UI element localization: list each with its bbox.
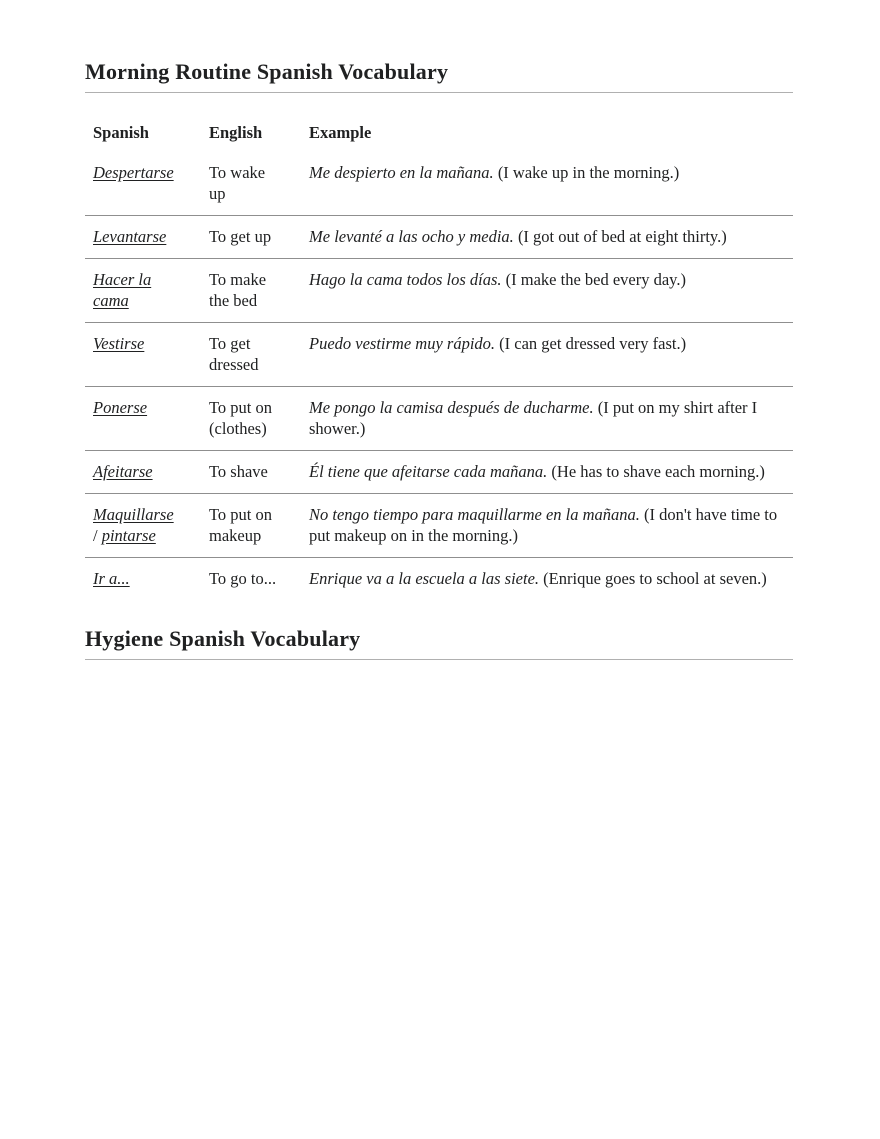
spanish-cell: Levantarse [85,215,201,259]
example-english-translation: (He has to shave each morning.) [547,462,765,481]
spanish-term-alt-group: / pintarse [93,526,156,545]
example-spanish-sentence: No tengo tiempo para maquillarme en la m… [309,505,640,524]
column-header-english: English [209,123,263,142]
example-english-translation: (Enrique goes to school at seven.) [539,569,767,588]
spanish-term-link[interactable]: Vestirse [93,334,145,353]
english-cell: To go to... [201,557,301,600]
example-cell: Él tiene que afeitarse cada mañana. (He … [301,450,793,494]
table-header-row: Spanish English Example [85,122,793,152]
example-english-translation: (I got out of bed at eight thirty.) [513,227,727,246]
spanish-term-link[interactable]: Ponerse [93,398,148,417]
spanish-term-link[interactable]: Hacer la cama [93,270,152,310]
example-cell: Puedo vestirme muy rápido. (I can get dr… [301,322,793,387]
spanish-term-link[interactable]: Afeitarse [93,462,153,481]
spanish-term-link[interactable]: Ir a... [93,569,130,588]
vocab-row: Vestirse To get dressed Puedo vestirme muy… [85,322,793,387]
example-spanish-sentence: Él tiene que afeitarse cada mañana. [309,462,548,481]
section-title-hygiene: Hygiene Spanish Vocabulary [85,625,793,660]
example-spanish-sentence: Puedo vestirme muy rápido. [309,334,496,353]
vocab-table: Spanish English Example Despertarse To wa… [85,122,793,600]
spanish-cell: Hacer la cama [85,258,201,323]
example-spanish-sentence: Me pongo la camisa después de ducharme. [309,398,594,417]
example-spanish-sentence: Enrique va a la escuela a las siete. [309,569,540,588]
spanish-cell: Ponerse [85,386,201,451]
vocab-row: Ir a... To go to... Enrique va a la escuel… [85,557,793,600]
example-english-translation: (I wake up in the morning.) [493,163,680,182]
vocab-row: Hacer la cama To make the bed Hago la cama… [85,258,793,323]
example-cell: Enrique va a la escuela a las siete. (En… [301,557,793,600]
english-cell: To wake up [209,163,266,203]
english-cell: To shave [201,450,301,494]
example-spanish-sentence: Hago la cama todos los días. [309,270,502,289]
english-cell: To get dressed [201,322,301,387]
vocab-row: Levantarse To get up Me levanté a las ocho… [85,215,793,259]
english-cell: To get up [201,215,301,259]
example-english-translation: (I make the bed every day.) [501,270,686,289]
column-header-example: Example [309,123,372,142]
vocab-row: Despertarse To wake up Me despierto en la … [85,152,793,216]
spanish-cell: Afeitarse [85,450,201,494]
vocab-row: Maquillarse / pintarse To put on makeup No… [85,493,793,558]
section-title-morning-routine: Morning Routine Spanish Vocabulary [85,58,793,93]
spanish-cell: Maquillarse / pintarse [85,493,201,558]
spanish-cell: Despertarse [85,152,201,216]
example-english-translation: (I don't have time to put makeup on in t… [309,505,778,545]
example-cell: Hago la cama todos los días. (I make the… [301,258,793,323]
spanish-cell: Vestirse [85,322,201,387]
example-spanish-sentence: Me despierto en la mañana. [309,163,494,182]
english-cell: To put on makeup [201,493,301,558]
english-cell: To put on (clothes) [201,386,301,451]
spanish-term-link[interactable]: Maquillarse [93,505,174,524]
vocab-row: Ponerse To put on (clothes) Me pongo la ca… [85,386,793,451]
example-english-translation: (I put on my shirt after I shower.) [309,398,758,438]
example-cell: No tengo tiempo para maquillarme en la m… [301,493,793,558]
example-cell: Me levanté a las ocho y media. (I got ou… [301,215,793,259]
column-header-spanish: Spanish [93,123,149,142]
document-page: Morning Routine Spanish Vocabulary Spani… [85,58,793,660]
example-spanish-sentence: Me levanté a las ocho y media. [309,227,514,246]
vocab-row: Afeitarse To shave Él tiene que afeitarse … [85,450,793,494]
example-english-translation: (I can get dressed very fast.) [495,334,687,353]
english-cell: To make the bed [201,258,301,323]
spanish-term-link[interactable]: Despertarse [93,163,174,182]
spanish-cell: Ir a... [85,557,201,600]
spanish-term-link[interactable]: pintarse [101,526,156,545]
example-cell: Me despierto en la mañana. (I wake up in… [301,152,793,216]
spanish-term-link[interactable]: Levantarse [93,227,167,246]
example-cell: Me pongo la camisa después de ducharme. … [301,386,793,451]
